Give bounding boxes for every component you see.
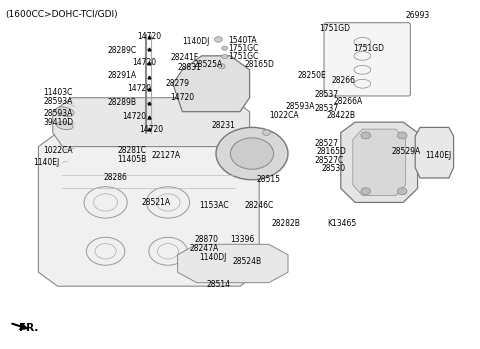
Text: 28165D: 28165D (245, 60, 275, 69)
Polygon shape (341, 122, 418, 202)
Text: 1751GD: 1751GD (319, 24, 350, 33)
Text: 1153AC: 1153AC (199, 201, 229, 210)
Polygon shape (53, 98, 250, 147)
Text: 14720: 14720 (139, 125, 163, 134)
Circle shape (218, 64, 225, 69)
Text: 26993: 26993 (406, 11, 430, 20)
Text: 28250E: 28250E (298, 70, 326, 80)
Circle shape (397, 188, 407, 195)
Circle shape (263, 130, 270, 135)
Text: 14720: 14720 (122, 112, 146, 121)
Text: (1600CC>DOHC-TCI/GDI): (1600CC>DOHC-TCI/GDI) (5, 10, 118, 20)
Text: 28422B: 28422B (326, 111, 355, 120)
Text: 28286: 28286 (103, 173, 127, 183)
Text: 28593A: 28593A (286, 102, 315, 111)
Text: K13465: K13465 (327, 219, 357, 228)
Text: 28524B: 28524B (233, 257, 262, 266)
Text: 28241F: 28241F (170, 53, 199, 62)
Ellipse shape (57, 121, 73, 130)
Circle shape (216, 127, 288, 180)
Text: 28515: 28515 (257, 174, 281, 184)
Text: 14720: 14720 (132, 58, 156, 67)
Text: 14720: 14720 (127, 84, 151, 94)
Circle shape (361, 132, 371, 139)
Text: 11405B: 11405B (118, 155, 147, 164)
Text: 28521A: 28521A (142, 198, 171, 207)
Text: 1540TA: 1540TA (228, 36, 257, 45)
Circle shape (361, 188, 371, 195)
Text: 28247A: 28247A (190, 244, 219, 253)
Text: 28231: 28231 (211, 121, 235, 130)
Polygon shape (353, 129, 406, 195)
Text: 28530: 28530 (322, 164, 346, 173)
Text: 28281C: 28281C (118, 146, 146, 155)
FancyBboxPatch shape (324, 23, 410, 96)
Text: 28246C: 28246C (245, 201, 274, 210)
Text: 1022CA: 1022CA (269, 111, 299, 120)
Text: 28514: 28514 (206, 280, 230, 289)
Text: 28525A: 28525A (194, 60, 223, 69)
Polygon shape (178, 244, 288, 283)
Text: 1751GC: 1751GC (228, 52, 258, 61)
Text: 28529A: 28529A (391, 147, 420, 156)
Text: 28537: 28537 (314, 104, 338, 113)
Text: 28165D: 28165D (317, 147, 347, 156)
Circle shape (215, 37, 222, 42)
Text: 28527: 28527 (314, 139, 338, 148)
Text: 13396: 13396 (230, 235, 255, 244)
Text: 28282B: 28282B (271, 219, 300, 228)
Text: 28291A: 28291A (108, 70, 137, 80)
Text: 1140DJ: 1140DJ (182, 37, 210, 46)
Text: 28266: 28266 (331, 76, 355, 85)
Text: 11403C: 11403C (43, 88, 72, 97)
Text: 14720: 14720 (170, 93, 194, 102)
Text: 1022CA: 1022CA (43, 146, 73, 155)
Circle shape (222, 46, 228, 50)
Circle shape (397, 132, 407, 139)
Text: 28289B: 28289B (108, 98, 137, 107)
Polygon shape (415, 127, 454, 178)
Text: 28279: 28279 (166, 79, 190, 88)
Text: 28527C: 28527C (314, 156, 344, 165)
Text: 39410D: 39410D (43, 118, 73, 127)
Text: 1751GD: 1751GD (353, 44, 384, 53)
Text: 28593A: 28593A (43, 109, 72, 118)
Text: 1140DJ: 1140DJ (199, 253, 227, 262)
Text: 22127A: 22127A (151, 151, 180, 160)
Text: 28831: 28831 (178, 62, 202, 72)
Text: 1751GC: 1751GC (228, 44, 258, 53)
Circle shape (222, 54, 228, 59)
Text: 1140EJ: 1140EJ (425, 151, 451, 160)
Ellipse shape (56, 107, 74, 117)
Polygon shape (38, 133, 259, 286)
Text: 28289C: 28289C (108, 46, 137, 55)
Text: 28537: 28537 (314, 90, 338, 99)
Text: 28870: 28870 (194, 235, 218, 244)
Text: FR.: FR. (19, 323, 38, 333)
Text: 28266A: 28266A (334, 97, 363, 106)
Text: 1140EJ: 1140EJ (34, 158, 60, 167)
Text: 28593A: 28593A (43, 97, 72, 106)
Circle shape (230, 138, 274, 169)
Polygon shape (173, 56, 250, 112)
Text: 14720: 14720 (137, 32, 161, 41)
